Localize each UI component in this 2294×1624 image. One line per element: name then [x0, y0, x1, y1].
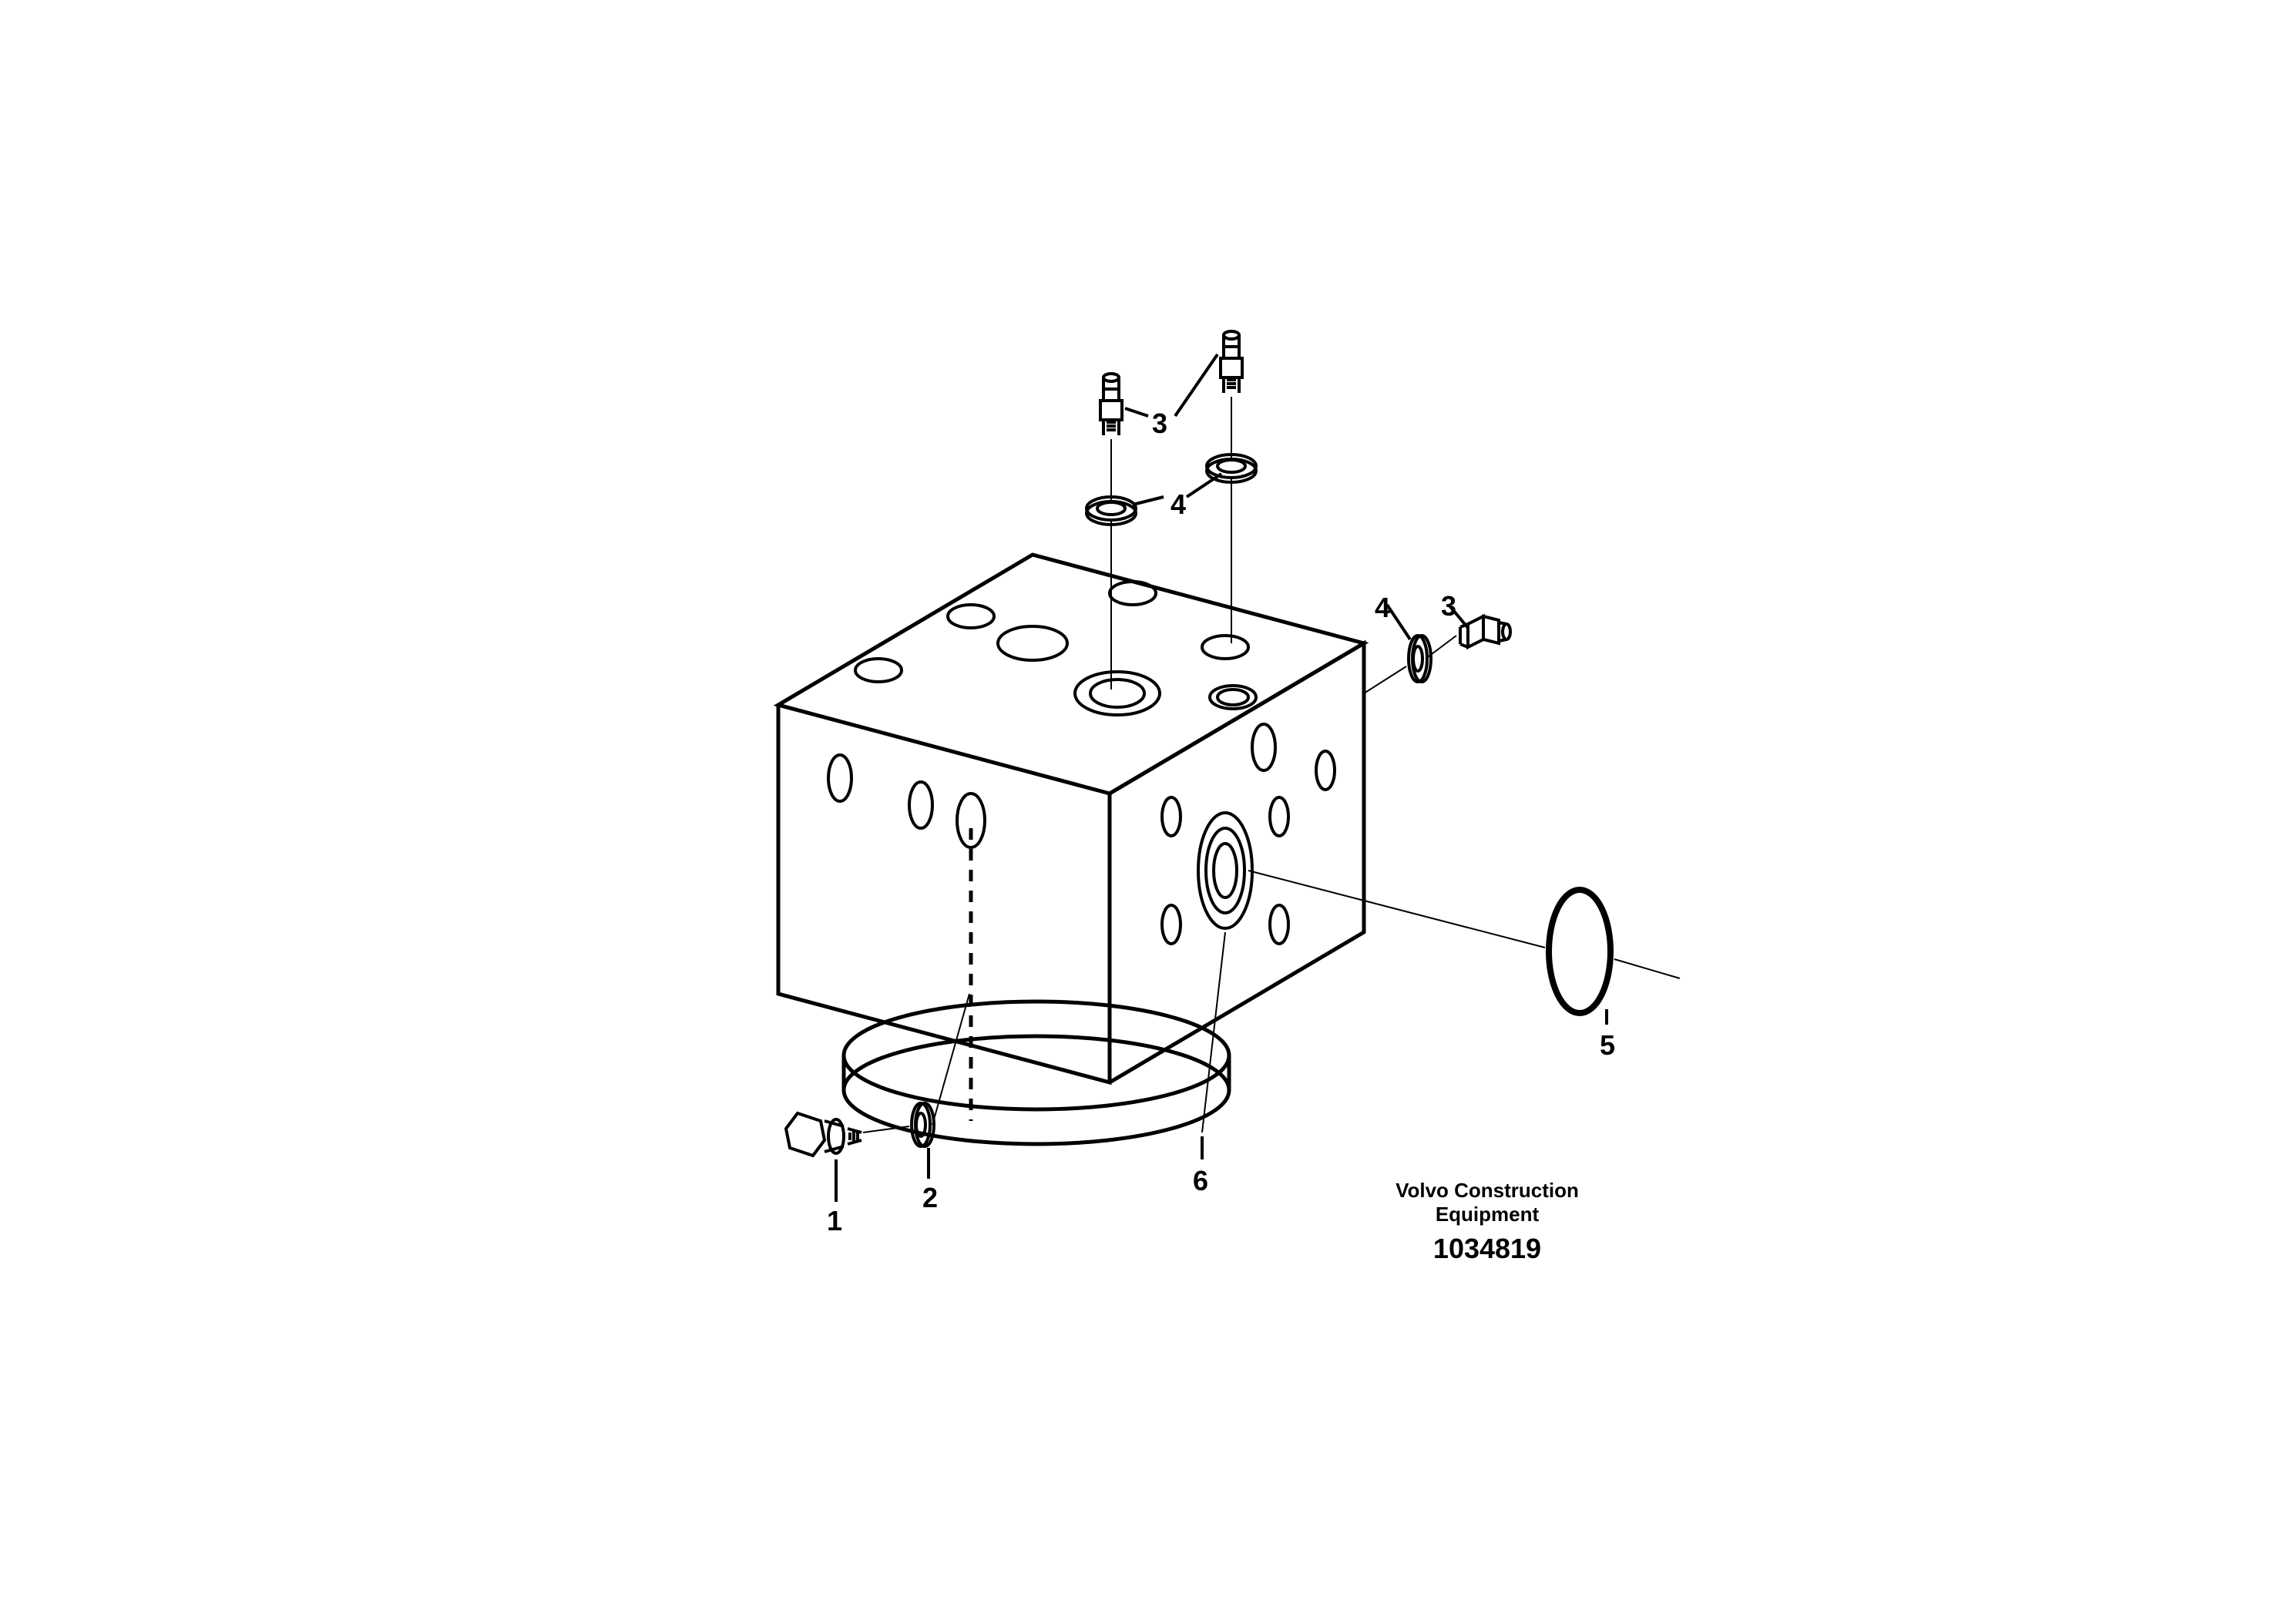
- footer-brand-line2: Equipment: [1372, 1203, 1603, 1226]
- callout-3-top: 3: [1152, 408, 1167, 440]
- valve-block-body: [778, 555, 1364, 1144]
- callout-6: 6: [1193, 1165, 1208, 1197]
- callout-1: 1: [827, 1205, 842, 1237]
- part-5-oring: [1549, 890, 1611, 1013]
- left-face-holes: [828, 755, 985, 847]
- part-1-hex-plug: [786, 1113, 862, 1156]
- right-face-holes: [1162, 724, 1335, 944]
- callout-3-right: 3: [1441, 590, 1456, 622]
- callout-4-right: 4: [1375, 592, 1390, 624]
- part-3-plug-top-left: [1100, 374, 1122, 435]
- callout-5: 5: [1600, 1029, 1615, 1062]
- part-3-plug-right: [1460, 616, 1510, 647]
- part-3-plug-top-right: [1221, 331, 1242, 393]
- diagram-container: 1 2 3 4 4 3 5 6 Volvo Construction Equip…: [0, 0, 2294, 1620]
- top-face-holes: [855, 582, 1256, 715]
- callout-2: 2: [922, 1182, 938, 1214]
- part-4-washer-right: [1409, 636, 1431, 682]
- footer-brand-line1: Volvo Construction: [1372, 1179, 1603, 1203]
- footer-block: Volvo Construction Equipment 1034819: [1372, 1179, 1603, 1265]
- part-2-washer: [912, 1103, 934, 1146]
- footer-part-number: 1034819: [1372, 1233, 1603, 1265]
- callout-4-top: 4: [1171, 488, 1186, 521]
- exploded-view-svg: [0, 0, 2294, 1620]
